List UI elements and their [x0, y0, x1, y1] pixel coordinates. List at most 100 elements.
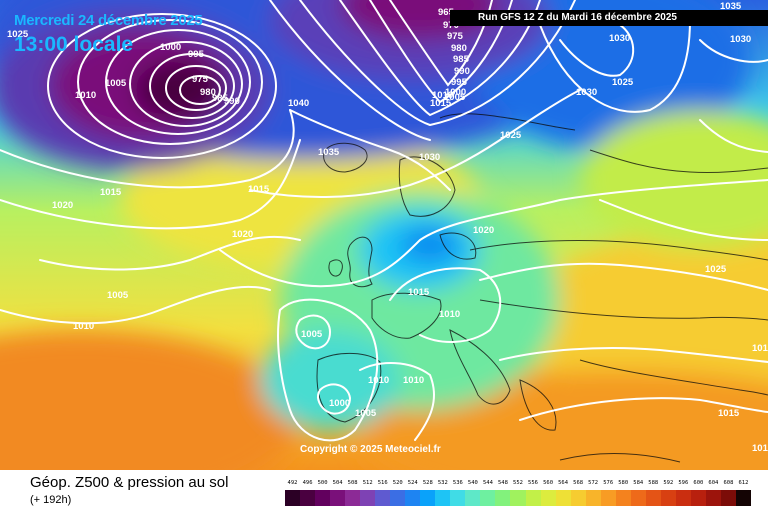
legend-swatch	[630, 490, 646, 506]
isobar-label: 1025	[612, 77, 634, 88]
legend-tick-label: 556	[528, 480, 538, 486]
legend-swatch	[705, 490, 721, 506]
legend-tick-label: 588	[648, 480, 659, 486]
legend-tick-label: 528	[422, 480, 433, 486]
legend-tick-labels: 492 496 500 504 508 512 516 520 524 528 532 536 540 5…	[285, 478, 751, 488]
legend-tick-label: 500	[317, 480, 328, 486]
isobar-label: 1015	[248, 184, 270, 195]
z500-map: 1025965970975980985990995100010051010101…	[0, 0, 768, 470]
isobar-label: 975	[447, 31, 464, 42]
legend-swatch	[315, 490, 331, 506]
legend-tick-label: 568	[573, 480, 584, 486]
isobar-label: 1030	[609, 33, 630, 44]
footer-bar: Géop. Z500 & pression au sol (+ 192h) 49…	[0, 470, 768, 512]
isobar-label: 1015	[408, 287, 430, 298]
isobar-label: 1005	[355, 408, 377, 419]
legend-tick-label: 504	[332, 480, 343, 486]
legend-swatches	[285, 490, 751, 506]
copyright-text: Copyright © 2025 Meteociel.fr	[300, 444, 441, 455]
legend-tick-label: 596	[678, 480, 689, 486]
legend-tick-label: 548	[497, 480, 508, 486]
legend-swatch	[570, 490, 586, 506]
isobar-labels: 1025965970975980985990995100010051010101…	[7, 1, 768, 454]
isobar-label: 1025	[7, 29, 29, 40]
legend-swatch	[285, 490, 301, 506]
isobar-label: 975	[192, 74, 209, 85]
legend-tick-label: 512	[362, 480, 373, 486]
isobar-label: 1010	[439, 309, 460, 320]
isobar-label: 985	[453, 54, 470, 65]
legend-tick-label: 544	[482, 480, 493, 486]
legend-swatch	[525, 490, 541, 506]
isobar-label: 1005	[107, 290, 129, 301]
isobar-label: 965	[438, 7, 455, 18]
legend-swatch	[345, 490, 361, 506]
legend-swatch	[330, 490, 346, 506]
isobar-label: 1010	[368, 375, 389, 386]
legend-swatch	[720, 490, 736, 506]
isobar-label: 1020	[52, 200, 73, 211]
legend-swatch	[675, 490, 691, 506]
legend-swatch	[405, 490, 421, 506]
isobar-label: 1015	[430, 98, 452, 109]
legend-tick-label: 608	[723, 480, 734, 486]
legend-swatch	[585, 490, 601, 506]
isobar-label: 1030	[419, 152, 440, 163]
isobar-label: 980	[451, 43, 467, 54]
legend-swatch	[540, 490, 556, 506]
legend-swatch	[480, 490, 496, 506]
legend-swatch	[435, 490, 451, 506]
isobar-label: 1005	[301, 329, 323, 340]
legend-tick-label: 584	[633, 480, 644, 486]
isobar-label: 1015	[718, 408, 740, 419]
isobar-label: 1000	[329, 398, 350, 409]
forecast-date: Mercredi 24 décembre 2025	[14, 12, 203, 29]
legend-swatch	[495, 490, 511, 506]
legend-tick-label: 540	[467, 480, 478, 486]
isobar-label: 990	[224, 96, 240, 107]
isobar-label: 1035	[720, 1, 742, 12]
legend-tick-label: 496	[302, 480, 313, 486]
legend-swatch	[690, 490, 706, 506]
legend-swatch	[660, 490, 676, 506]
legend-tick-label: 612	[738, 480, 749, 486]
isobar-label: 1025	[500, 130, 522, 141]
legend-swatch	[615, 490, 631, 506]
forecast-time: 13:00 locale	[14, 33, 134, 56]
isobar-label: 990	[454, 66, 470, 77]
legend-swatch	[450, 490, 466, 506]
isobar-label: 1040	[288, 98, 309, 109]
legend-tick-label: 532	[437, 480, 448, 486]
legend-tick-label: 552	[513, 480, 523, 486]
map-title: Géop. Z500 & pression au sol	[30, 474, 229, 491]
isobar-label: 1005	[105, 78, 127, 89]
legend-tick-label: 508	[347, 480, 358, 486]
legend-swatch	[510, 490, 526, 506]
legend-tick-label: 520	[392, 480, 403, 486]
isobar-label: 101	[752, 343, 768, 354]
isobar-label: 1020	[473, 225, 494, 236]
legend-swatch	[390, 490, 406, 506]
isobar-label: 1030	[730, 34, 751, 45]
isobar-label: 985	[212, 93, 229, 104]
isobar-label: 1005	[444, 92, 466, 103]
legend-tick-label: 516	[377, 480, 388, 486]
isobar-label: 1010	[432, 90, 453, 101]
legend-tick-label: 592	[663, 480, 674, 486]
isobar-label: 980	[200, 87, 216, 98]
isobar-label: 1010	[403, 375, 424, 386]
legend-swatch	[360, 490, 376, 506]
legend-tick-label: 536	[452, 480, 463, 486]
isobar-label: 1035	[318, 147, 340, 158]
isobar-label: 101	[752, 443, 768, 454]
legend-swatch	[735, 490, 751, 506]
legend-tick-label: 572	[588, 480, 599, 486]
legend-tick-label: 600	[693, 480, 704, 486]
coastlines	[316, 113, 768, 463]
legend-swatch	[375, 490, 391, 506]
isobar-label: 995	[188, 49, 205, 60]
legend-tick-label: 524	[407, 480, 418, 486]
legend-tick-label: 576	[603, 480, 614, 486]
isobars	[0, 0, 768, 440]
